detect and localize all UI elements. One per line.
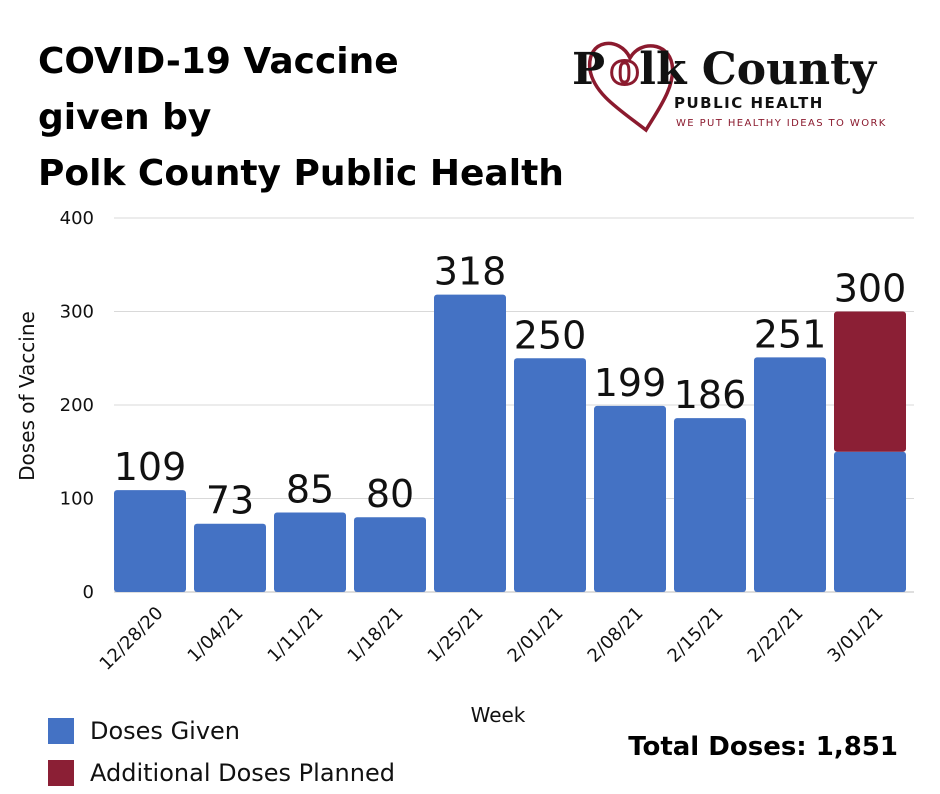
y-axis-label: Doses of Vaccine	[15, 311, 39, 481]
data-label: 318	[434, 250, 507, 294]
x-tick-label: 1/11/21	[264, 603, 328, 667]
legend-label-doses-given: Doses Given	[90, 717, 241, 745]
legend-item-doses-given: Doses Given	[48, 710, 395, 752]
legend-label-additional-doses: Additional Doses Planned	[90, 759, 395, 787]
y-tick-label: 100	[60, 489, 94, 510]
logo-subtitle: PUBLIC HEALTH	[674, 94, 824, 112]
legend: Doses Given Additional Doses Planned	[48, 710, 395, 794]
x-tick-label: 1/18/21	[344, 603, 408, 667]
y-tick-label: 200	[60, 395, 94, 416]
title-line-1: COVID-19 Vaccine	[38, 41, 399, 82]
legend-swatch-additional-doses	[48, 760, 74, 786]
x-tick-label: 2/08/21	[584, 603, 648, 667]
x-tick-label: 3/01/21	[824, 603, 888, 667]
bar-doses-given	[114, 490, 186, 592]
bar-doses-given	[514, 358, 586, 592]
x-tick-label: 12/28/20	[96, 603, 168, 675]
bar-doses-given	[354, 517, 426, 592]
data-label: 300	[834, 267, 907, 311]
y-tick-label: 300	[60, 302, 94, 323]
bar-doses-given	[674, 418, 746, 592]
data-label: 85	[286, 468, 334, 512]
bar-doses-given	[434, 294, 506, 592]
legend-item-additional-doses: Additional Doses Planned	[48, 752, 395, 794]
x-tick-label: 1/04/21	[184, 603, 248, 667]
chart-title: COVID-19 Vaccine given by Polk County Pu…	[38, 34, 564, 202]
logo-tagline: WE PUT HEALTHY IDEAS TO WORK	[676, 118, 887, 129]
data-label: 199	[594, 361, 667, 405]
legend-swatch-doses-given	[48, 718, 74, 744]
bar-doses-given	[754, 357, 826, 592]
x-tick-label: 2/15/21	[664, 603, 728, 667]
bar-doses-given	[194, 523, 266, 592]
heart-icon	[588, 41, 675, 133]
data-label: 250	[514, 313, 587, 357]
bar-doses-given	[834, 451, 906, 592]
data-label: 80	[366, 472, 414, 516]
x-tick-label: 2/22/21	[744, 603, 808, 667]
title-line-2: given by	[38, 97, 212, 138]
bar-additional-doses	[834, 311, 906, 452]
x-tick-label: 1/25/21	[424, 603, 488, 667]
y-tick-label: 0	[83, 582, 94, 603]
data-label: 186	[674, 373, 747, 417]
bar-doses-given	[594, 405, 666, 592]
data-label: 73	[206, 479, 254, 523]
total-doses: Total Doses: 1,851	[628, 732, 898, 762]
data-label: 251	[754, 312, 827, 356]
title-line-3: Polk County Public Health	[38, 153, 564, 194]
data-label: 109	[114, 445, 187, 489]
y-tick-label: 400	[60, 208, 94, 229]
bar-doses-given	[274, 512, 346, 592]
x-tick-label: 2/01/21	[504, 603, 568, 667]
x-axis-label: Week	[471, 703, 526, 727]
